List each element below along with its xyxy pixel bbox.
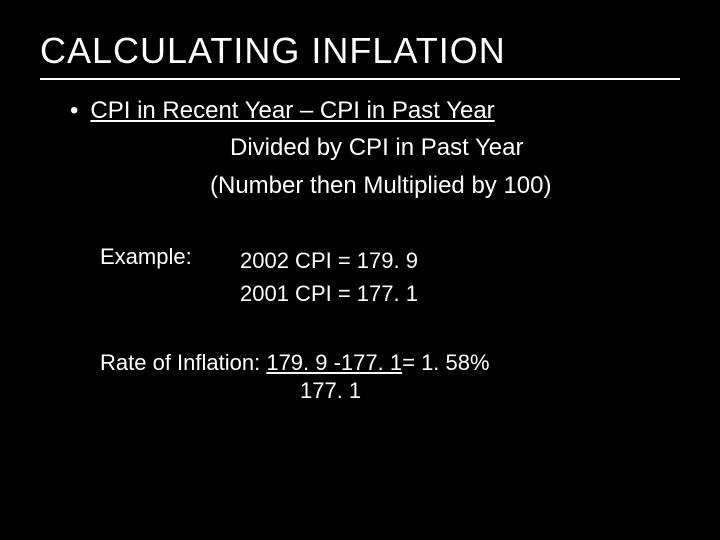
formula-divided-by: Divided by CPI in Past Year (230, 130, 680, 166)
example-block: Example: 2002 CPI = 179. 9 2001 CPI = 17… (100, 244, 680, 310)
example-value-1: 2002 CPI = 179. 9 (240, 244, 418, 277)
rate-block: Rate of Inflation: 179. 9 -177. 1 = 1. 5… (100, 350, 680, 404)
rate-numerator: 179. 9 -177. 1 (266, 350, 402, 376)
slide: CALCULATING INFLATION • CPI in Recent Ye… (0, 0, 720, 540)
example-value-2: 2001 CPI = 177. 1 (240, 277, 418, 310)
formula-multiply: (Number then Multiplied by 100) (210, 168, 680, 204)
rate-denominator: 177. 1 (300, 378, 680, 404)
bullet-item: • CPI in Recent Year – CPI in Past Year (70, 94, 680, 128)
rate-result: = 1. 58% (402, 350, 489, 376)
bullet-dot: • (70, 94, 78, 128)
example-label: Example: (100, 244, 240, 310)
slide-title: CALCULATING INFLATION (40, 30, 680, 80)
formula-numerator-text: CPI in Recent Year – CPI in Past Year (90, 94, 494, 128)
rate-label: Rate of Inflation: (100, 350, 266, 376)
